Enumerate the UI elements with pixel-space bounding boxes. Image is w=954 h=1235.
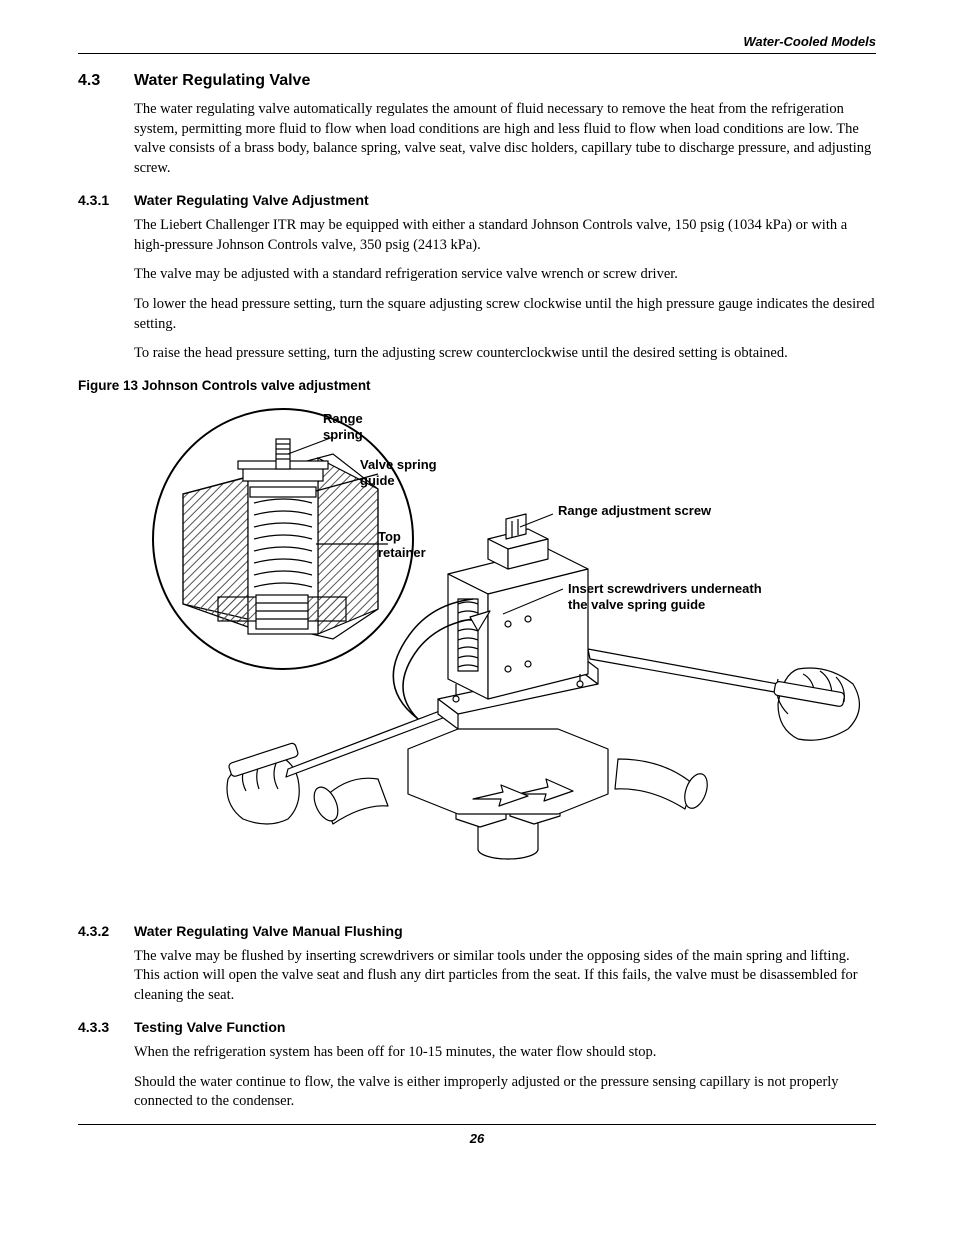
heading-4-3-1: 4.3.1 Water Regulating Valve Adjustment [78, 192, 876, 208]
running-head: Water-Cooled Models [78, 34, 876, 49]
section-title: Water Regulating Valve Manual Flushing [134, 923, 403, 939]
label-insert-screwdrivers: Insert screwdrivers underneath the valve… [568, 581, 762, 614]
section-number: 4.3.2 [78, 923, 134, 939]
paragraph: The valve may be adjusted with a standar… [78, 265, 876, 285]
paragraph: The Liebert Challenger ITR may be equipp… [78, 216, 876, 255]
paragraph: The valve may be flushed by inserting sc… [78, 947, 876, 1006]
figure-13: Range spring Valve spring guide Top reta… [78, 399, 876, 909]
label-range-spring: Range spring [323, 411, 363, 444]
label-range-adj-screw: Range adjustment screw [558, 503, 711, 519]
paragraph: To raise the head pressure setting, turn… [78, 344, 876, 364]
paragraph: To lower the head pressure setting, turn… [78, 295, 876, 334]
rule-bottom [78, 1124, 876, 1125]
heading-4-3-3: 4.3.3 Testing Valve Function [78, 1019, 876, 1035]
page-number: 26 [78, 1131, 876, 1146]
paragraph: Should the water continue to flow, the v… [78, 1073, 876, 1112]
figure-caption: Figure 13 Johnson Controls valve adjustm… [78, 378, 876, 393]
label-valve-spring-guide: Valve spring guide [360, 457, 437, 490]
section-number: 4.3.1 [78, 192, 134, 208]
paragraph: The water regulating valve automatically… [78, 100, 876, 178]
heading-4-3-2: 4.3.2 Water Regulating Valve Manual Flus… [78, 923, 876, 939]
rule-top [78, 53, 876, 54]
section-number: 4.3.3 [78, 1019, 134, 1035]
figure-svg [78, 399, 876, 909]
heading-4-3: 4.3 Water Regulating Valve [78, 72, 876, 90]
paragraph: When the refrigeration system has been o… [78, 1043, 876, 1063]
section-title: Water Regulating Valve Adjustment [134, 192, 369, 208]
page: Water-Cooled Models 4.3 Water Regulating… [0, 0, 954, 1235]
section-title: Testing Valve Function [134, 1019, 285, 1035]
label-top-retainer: Top retainer [378, 529, 426, 562]
section-title: Water Regulating Valve [134, 72, 310, 90]
section-number: 4.3 [78, 72, 134, 90]
